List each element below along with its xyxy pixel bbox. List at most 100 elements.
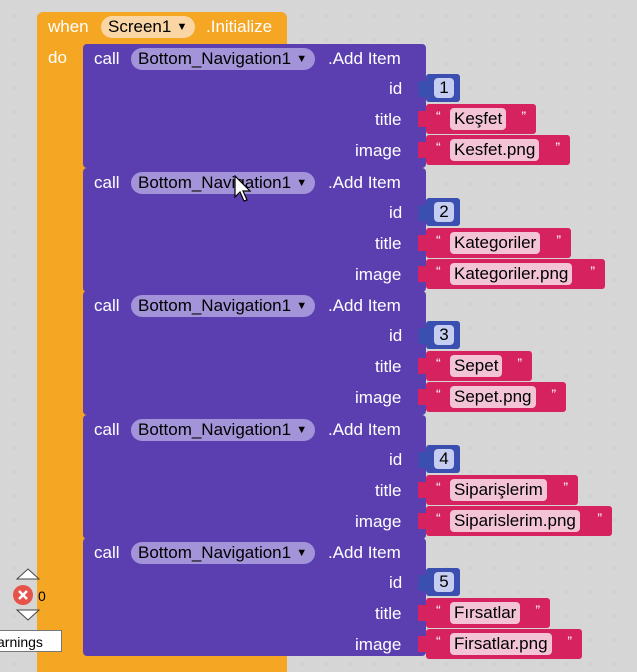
title-string-block[interactable]: “ Keşfet ”	[426, 104, 536, 134]
image-socket	[418, 513, 426, 529]
open-quote: “	[436, 510, 441, 526]
component-dropdown[interactable]: Bottom_Navigation1 ▼	[131, 542, 316, 564]
id-value[interactable]: 3	[434, 325, 454, 345]
image-label: image	[355, 635, 402, 654]
error-nav-arrows	[13, 568, 41, 621]
component-label: Bottom_Navigation1	[138, 49, 292, 68]
method-label: .Add Item	[328, 173, 401, 192]
call-label: call	[94, 543, 120, 562]
title-label: title	[375, 357, 402, 376]
open-quote: “	[436, 232, 441, 248]
id-socket	[418, 575, 426, 591]
title-value[interactable]: Kategoriler	[450, 232, 541, 254]
chevron-down-icon: ▼	[176, 21, 188, 33]
title-socket	[418, 605, 426, 621]
close-quote: ”	[521, 108, 526, 124]
image-string-block[interactable]: “ Firsatlar.png ”	[426, 629, 582, 659]
image-string-block[interactable]: “ Sepet.png ”	[426, 382, 566, 412]
image-value[interactable]: Firsatlar.png	[450, 633, 552, 655]
title-string-block[interactable]: “ Sepet ”	[426, 351, 532, 381]
image-label: image	[355, 141, 402, 160]
image-value[interactable]: Siparislerim.png	[450, 510, 580, 532]
image-value[interactable]: Sepet.png	[450, 386, 536, 408]
component-label: Bottom_Navigation1	[138, 296, 292, 315]
call-label: call	[94, 420, 120, 439]
component-label: Bottom_Navigation1	[138, 173, 292, 192]
id-label: id	[389, 573, 403, 592]
show-warnings-button[interactable]: arnings	[0, 630, 62, 652]
close-quote: ”	[517, 355, 522, 371]
id-label: id	[389, 326, 403, 345]
open-quote: “	[436, 386, 441, 402]
image-socket	[418, 142, 426, 158]
title-value[interactable]: Keşfet	[450, 108, 507, 130]
image-string-block[interactable]: “ Siparislerim.png ”	[426, 506, 612, 536]
id-number-block[interactable]: 1	[426, 74, 460, 102]
id-number-block[interactable]: 2	[426, 198, 460, 226]
down-arrow-icon[interactable]	[15, 609, 41, 621]
id-label: id	[389, 450, 403, 469]
component-dropdown[interactable]: Bottom_Navigation1 ▼	[131, 172, 316, 194]
title-label: title	[375, 110, 402, 129]
image-string-block[interactable]: “ Kategoriler.png ”	[426, 259, 605, 289]
error-navigator: 0	[8, 565, 48, 625]
title-label: title	[375, 604, 402, 623]
open-quote: “	[436, 479, 441, 495]
chevron-down-icon: ▼	[296, 300, 308, 312]
id-number-block[interactable]: 5	[426, 568, 460, 596]
close-quote: ”	[535, 602, 540, 618]
chevron-down-icon: ▼	[296, 177, 308, 189]
when-label: when	[48, 17, 89, 36]
id-socket	[418, 81, 426, 97]
close-quote: ”	[597, 510, 602, 526]
open-quote: “	[436, 602, 441, 618]
screen-component-label: Screen1	[108, 17, 172, 36]
open-quote: “	[436, 355, 441, 371]
close-quote: ”	[556, 232, 561, 248]
id-socket	[418, 328, 426, 344]
component-dropdown[interactable]: Bottom_Navigation1 ▼	[131, 48, 316, 70]
id-number-block[interactable]: 4	[426, 445, 460, 473]
title-string-block[interactable]: “ Fırsatlar ”	[426, 598, 550, 628]
image-label: image	[355, 388, 402, 407]
title-string-block[interactable]: “ Siparişlerim ”	[426, 475, 578, 505]
id-value[interactable]: 4	[434, 449, 454, 469]
id-value[interactable]: 5	[434, 572, 454, 592]
image-string-block[interactable]: “ Kesfet.png ”	[426, 135, 570, 165]
open-quote: “	[436, 139, 441, 155]
id-number-block[interactable]: 3	[426, 321, 460, 349]
image-label: image	[355, 265, 402, 284]
id-label: id	[389, 79, 403, 98]
title-value[interactable]: Siparişlerim	[450, 479, 547, 501]
open-quote: “	[436, 263, 441, 279]
event-name-label: .Initialize	[206, 17, 273, 36]
id-socket	[418, 205, 426, 221]
method-label: .Add Item	[328, 296, 401, 315]
id-label: id	[389, 203, 403, 222]
id-value[interactable]: 1	[434, 78, 454, 98]
open-quote: “	[436, 108, 441, 124]
image-value[interactable]: Kesfet.png	[450, 139, 540, 161]
screen-component-dropdown[interactable]: Screen1 ▼	[101, 16, 196, 38]
image-socket	[418, 636, 426, 652]
id-value[interactable]: 2	[434, 202, 454, 222]
close-quote: ”	[563, 479, 568, 495]
title-value[interactable]: Fırsatlar	[450, 602, 521, 624]
close-quote: ”	[567, 633, 572, 649]
title-label: title	[375, 481, 402, 500]
title-value[interactable]: Sepet	[450, 355, 503, 377]
open-quote: “	[436, 633, 441, 649]
chevron-down-icon: ▼	[296, 424, 308, 436]
image-socket	[418, 266, 426, 282]
title-string-block[interactable]: “ Kategoriler ”	[426, 228, 571, 258]
up-arrow-icon[interactable]	[15, 568, 41, 580]
image-value[interactable]: Kategoriler.png	[450, 263, 573, 285]
component-dropdown[interactable]: Bottom_Navigation1 ▼	[131, 295, 316, 317]
component-dropdown[interactable]: Bottom_Navigation1 ▼	[131, 419, 316, 441]
method-label: .Add Item	[328, 49, 401, 68]
close-quote: ”	[590, 263, 595, 279]
chevron-down-icon: ▼	[296, 547, 308, 559]
component-label: Bottom_Navigation1	[138, 420, 292, 439]
id-socket	[418, 452, 426, 468]
close-quote: ”	[551, 386, 556, 402]
